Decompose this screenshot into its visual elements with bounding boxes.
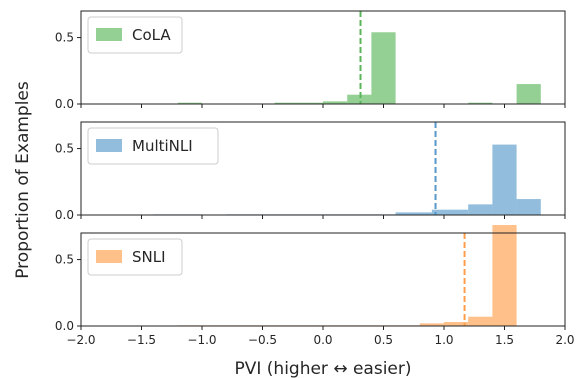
snli-legend: SNLI [87, 238, 183, 276]
x-tick-label: −2.0 [66, 333, 95, 347]
cola-legend-label: CoLA [132, 26, 171, 44]
x-tick-label: −1.0 [187, 333, 216, 347]
snli-bar-1 [419, 323, 444, 326]
snli-legend-swatch [96, 250, 122, 263]
snli-bar-2 [444, 322, 469, 326]
y-axis-title: Proportion of Examples [13, 81, 33, 279]
panels-layer: 0.0 0.5 CoLA 0.0 0.5 MultiNLI 0.0 0.5 −2.0 −1.5 −1… [55, 10, 575, 347]
x-tick-label: 0.0 [313, 333, 332, 347]
x-tick-label: 2.0 [555, 333, 574, 347]
panel-snli: 0.0 0.5 −2.0 −1.5 −1.0 −0.5 0.0 0.5 1.0 1.5 2.0 SNL… [55, 225, 575, 347]
x-tick-label: −1.5 [127, 333, 156, 347]
cola-y-tick-label: 0.0 [55, 97, 74, 111]
x-tick-label: 0.5 [374, 333, 393, 347]
multinli-bar-5 [492, 144, 517, 215]
multinli-bar-3 [431, 209, 469, 215]
multinli-bar-4 [468, 204, 493, 215]
multinli-legend: MultiNLI [87, 127, 219, 165]
cola-bar-1 [274, 102, 323, 104]
x-tick-label: −0.5 [248, 333, 277, 347]
cola-bar-0 [177, 102, 202, 104]
cola-bar-5 [468, 102, 493, 104]
panel-cola: 0.0 0.5 CoLA [55, 10, 566, 111]
cola-bar-4 [371, 32, 396, 105]
snli-bar-4 [492, 225, 517, 326]
x-axis-title: PVI (higher ↔ easier) [234, 359, 411, 378]
x-tick-label: 1.5 [495, 333, 514, 347]
multinli-legend-swatch [96, 139, 122, 152]
multinli-bar-2 [395, 212, 432, 215]
snli-y-tick-label: 0.5 [55, 253, 74, 267]
panel-multinli: 0.0 0.5 MultiNLI [55, 121, 566, 222]
multinli-y-tick-label: 0.5 [55, 142, 74, 156]
multinli-legend-label: MultiNLI [132, 137, 193, 155]
cola-legend-box [87, 16, 183, 54]
cola-legend-swatch [96, 28, 122, 41]
snli-bar-3 [468, 316, 493, 326]
cola-bar-3 [347, 94, 372, 104]
snli-y-tick-label: 0.0 [55, 319, 74, 333]
snli-legend-label: SNLI [132, 248, 166, 266]
cola-legend: CoLA [87, 16, 183, 54]
snli-legend-box [87, 238, 183, 276]
multinli-y-tick-label: 0.0 [55, 208, 74, 222]
cola-y-tick-label: 0.5 [55, 31, 74, 45]
cola-bar-2 [323, 101, 348, 104]
multinli-legend-box [87, 127, 219, 165]
cola-bar-6 [516, 84, 541, 104]
x-tick-label: 1.0 [434, 333, 453, 347]
multinli-bar-6 [516, 199, 541, 215]
